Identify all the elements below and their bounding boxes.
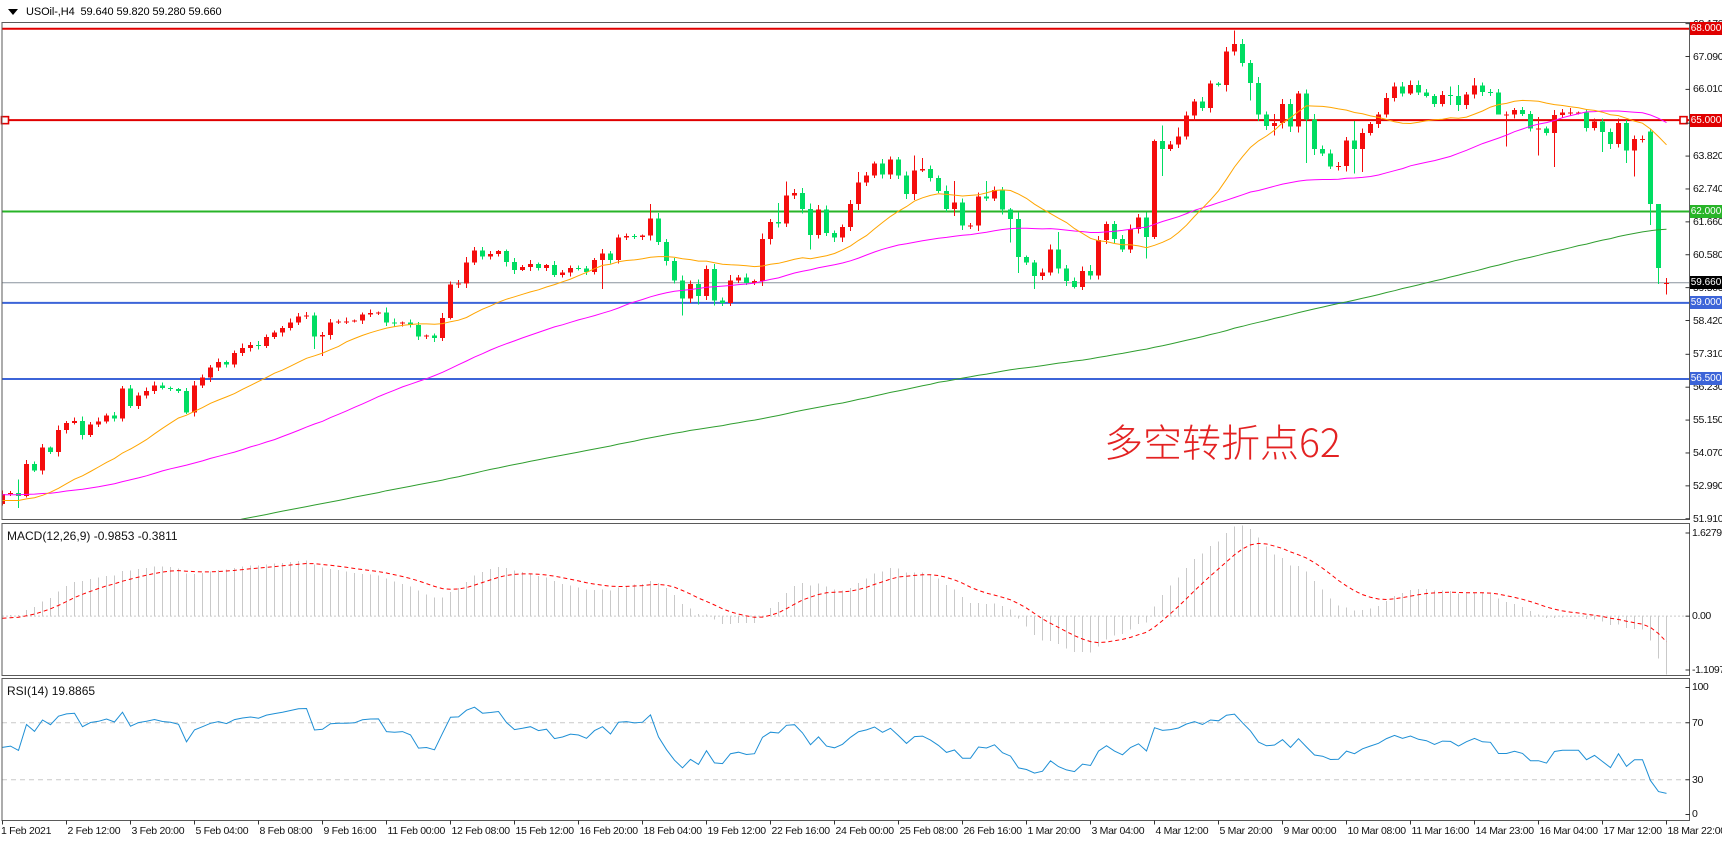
price-axis-label: 54.070 xyxy=(1693,446,1722,459)
moving-averages xyxy=(2,99,1667,520)
rsi-line xyxy=(2,706,1667,794)
rsi-scale-70: 70 xyxy=(1692,716,1703,729)
time-axis-label: 19 Feb 12:00 xyxy=(707,825,767,837)
ma-200-line xyxy=(238,228,1667,520)
time-axis-label: 16 Feb 20:00 xyxy=(579,825,639,837)
ma-20-line xyxy=(2,99,1667,501)
time-axis-label: 3 Mar 04:00 xyxy=(1091,825,1145,837)
time-axis-label: 12 Feb 08:00 xyxy=(451,825,511,837)
time-axis-label: 10 Mar 08:00 xyxy=(1347,825,1407,837)
time-axis-label: 5 Feb 04:00 xyxy=(195,825,249,837)
horizontal-level-lines[interactable] xyxy=(0,27,1690,380)
time-axis-label: 1 Mar 20:00 xyxy=(1027,825,1081,837)
rsi-panel-series xyxy=(2,706,1689,794)
price-badge-68.000: 68.000 xyxy=(1690,22,1722,36)
price-axis-label: 60.580 xyxy=(1693,248,1722,261)
price-axis-label: 57.310 xyxy=(1693,348,1722,361)
rsi-value: 19.8865 xyxy=(51,684,96,698)
price-badge-62.000: 62.000 xyxy=(1690,205,1722,218)
price-axis-label: 55.150 xyxy=(1693,414,1722,427)
price-badge-65.000: 65.000 xyxy=(1690,113,1722,127)
hline-handle[interactable] xyxy=(1679,115,1688,125)
time-axis-label: 22 Feb 16:00 xyxy=(771,825,831,837)
macd-signal-line xyxy=(2,542,1667,644)
price-axis-label: 58.420 xyxy=(1693,314,1722,327)
price-axis-label: 67.090 xyxy=(1693,50,1722,63)
ma-55-line xyxy=(2,110,1667,496)
time-axis-label: 15 Feb 12:00 xyxy=(515,825,575,837)
time-axis-label: 17 Mar 12:00 xyxy=(1603,825,1663,837)
rsi-indicator-name: RSI(14) xyxy=(7,684,49,698)
price-axis-label: 66.010 xyxy=(1693,83,1722,96)
price-axis-label: 52.990 xyxy=(1693,479,1722,492)
time-axis-label: 14 Mar 23:00 xyxy=(1475,825,1535,837)
price-badge-59.000: 59.000 xyxy=(1690,296,1722,310)
macd-scale-min: -1.1097 xyxy=(1692,664,1722,676)
time-axis-label: 18 Mar 22:00 xyxy=(1667,825,1722,837)
time-axis-label: 26 Feb 16:00 xyxy=(963,825,1023,837)
time-axis-label: 5 Mar 20:00 xyxy=(1219,825,1273,837)
price-axis-label: 51.910 xyxy=(1693,512,1722,525)
time-axis-label: 9 Feb 16:00 xyxy=(323,825,377,837)
macd-panel-series xyxy=(2,525,1689,675)
time-axis-label: 2 Feb 12:00 xyxy=(67,825,121,837)
rsi-scale-0: 0 xyxy=(1692,808,1698,820)
price-badge-56.500: 56.500 xyxy=(1690,372,1722,386)
panel-frames xyxy=(1,22,1690,821)
time-axis-label: 11 Mar 16:00 xyxy=(1411,825,1470,837)
macd-scale-zero: 0.00 xyxy=(1692,610,1711,623)
hline-handle[interactable] xyxy=(0,115,10,125)
price-axis-label: 63.820 xyxy=(1693,150,1722,163)
time-axis-label: 3 Feb 20:00 xyxy=(131,825,185,837)
macd-scale-max: 1.6279 xyxy=(1692,527,1722,539)
candlestick-series xyxy=(2,30,1669,508)
macd-signal-value: -0.3811 xyxy=(137,529,178,543)
price-axis-label: 62.740 xyxy=(1693,182,1722,195)
time-axis-label: 4 Mar 12:00 xyxy=(1155,825,1209,837)
macd-panel-label: MACD(12,26,9) -0.9853 -0.3811 xyxy=(7,529,178,543)
macd-main-value: -0.9853 xyxy=(93,529,135,543)
chart-title-bar: USOil-,H4 59.640 59.820 59.280 59.660 xyxy=(0,0,1722,22)
time-axis-label: 16 Mar 04:00 xyxy=(1539,825,1599,837)
chart-title-ohlc: USOil-,H4 59.640 59.820 59.280 59.660 xyxy=(26,6,222,18)
symbol-dropdown-arrow-icon[interactable] xyxy=(8,9,18,15)
rsi-panel-label: RSI(14) 19.8865 xyxy=(7,684,95,698)
time-axis-label: 11 Feb 00:00 xyxy=(387,825,446,837)
time-axis-label: 1 Feb 2021 xyxy=(1,825,52,837)
time-axis-label: 25 Feb 08:00 xyxy=(899,825,959,837)
price-axis-ticks[interactable] xyxy=(2,23,1691,825)
time-axis-label: 24 Feb 00:00 xyxy=(835,825,895,837)
annotation-text[interactable] xyxy=(1107,424,1339,460)
price-badge-59.660: 59.660 xyxy=(1690,276,1722,290)
time-axis-label: 8 Feb 08:00 xyxy=(259,825,313,837)
time-axis-label: 18 Feb 04:00 xyxy=(643,825,703,837)
rsi-scale-30: 30 xyxy=(1692,773,1703,786)
time-axis-label: 9 Mar 00:00 xyxy=(1283,825,1337,837)
rsi-scale-100: 100 xyxy=(1692,681,1709,693)
price-axis-label: 61.660 xyxy=(1693,215,1722,228)
macd-indicator-name: MACD(12,26,9) xyxy=(7,529,91,543)
